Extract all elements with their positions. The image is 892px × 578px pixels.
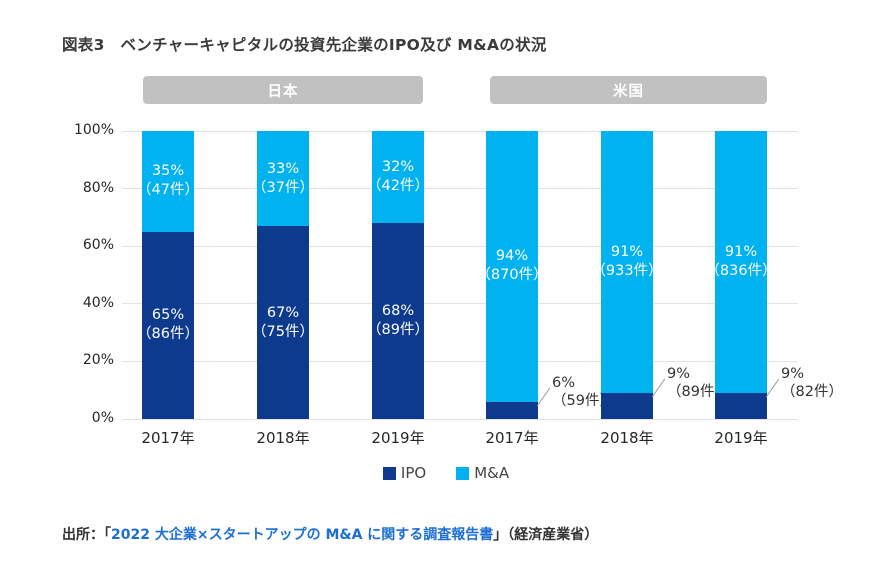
bar-label-mna: 94% （870件） bbox=[476, 248, 548, 284]
bar-label-mna: 32% （42件） bbox=[367, 159, 429, 195]
group-header-japan: 日本 bbox=[143, 76, 423, 104]
gridline bbox=[122, 303, 798, 305]
legend: IPO M&A bbox=[0, 464, 892, 482]
gridline bbox=[122, 130, 798, 132]
bar-label-ipo: 67% （75件） bbox=[252, 304, 314, 340]
bar-label-mna: 35% （47件） bbox=[137, 163, 199, 199]
bar-segment-mna bbox=[257, 131, 309, 227]
bar-label-ipo-outside: 6% （59件） bbox=[552, 374, 614, 409]
x-axis-tick-label: 2019年 bbox=[714, 429, 768, 447]
legend-item-ipo: IPO bbox=[382, 464, 427, 482]
legend-label-ipo: IPO bbox=[400, 464, 427, 482]
y-axis-tick-label: 40% bbox=[82, 294, 114, 311]
leader-line bbox=[765, 378, 780, 398]
gridline bbox=[122, 245, 798, 247]
leader-line bbox=[536, 387, 551, 407]
source-line: 出所：「2022 大企業×スタートアップの M&A に関する調査報告書」（経済産… bbox=[62, 524, 598, 544]
x-axis-tick-label: 2019年 bbox=[371, 429, 425, 447]
group-header-japan-label: 日本 bbox=[267, 83, 299, 100]
bar-label-ipo: 68% （89件） bbox=[367, 303, 429, 339]
bar-segment-mna bbox=[715, 131, 767, 394]
mna-legend-swatch-icon bbox=[456, 466, 470, 480]
group-header-usa: 米国 bbox=[490, 76, 767, 104]
group-header-usa-label: 米国 bbox=[613, 83, 644, 100]
x-axis-tick-label: 2017年 bbox=[485, 429, 539, 447]
legend-label-mna: M&A bbox=[474, 464, 510, 482]
bar-segment-ipo bbox=[142, 231, 194, 419]
x-axis-tick-label: 2018年 bbox=[600, 429, 654, 447]
x-axis-tick-label: 2018年 bbox=[256, 429, 310, 447]
bar-segment-ipo bbox=[715, 393, 767, 419]
bar-label-mna: 91% （836件） bbox=[705, 244, 777, 280]
legend-item-mna: M&A bbox=[456, 464, 509, 482]
bar-segment-ipo bbox=[486, 401, 538, 419]
bar-label-ipo-outside: 9% （89件） bbox=[667, 366, 729, 401]
bar-segment-mna bbox=[486, 131, 538, 402]
y-axis-tick-label: 0% bbox=[91, 410, 114, 426]
ipo-legend-swatch-icon bbox=[382, 466, 396, 480]
gridline bbox=[122, 188, 798, 190]
leader-line bbox=[651, 378, 666, 398]
bar-segment-ipo bbox=[601, 393, 653, 419]
gridline bbox=[122, 360, 798, 362]
bar-label-mna: 33% （37件） bbox=[252, 160, 314, 196]
bar-label-mna: 91% （933件） bbox=[591, 244, 663, 280]
bar-label-ipo: 65% （86件） bbox=[137, 307, 199, 343]
bar-segment-ipo bbox=[257, 226, 309, 419]
source-link[interactable]: 2022 大企業×スタートアップの M&A に関する調査報告書 bbox=[111, 527, 494, 543]
y-axis-tick-label: 100% bbox=[73, 122, 114, 138]
bar-segment-mna bbox=[372, 131, 424, 224]
gridline bbox=[122, 418, 798, 420]
figure-title: 図表3 ベンチャーキャピタルの投資先企業のIPO及び M&Aの状況 bbox=[62, 36, 547, 54]
x-axis-tick-label: 2017年 bbox=[141, 429, 195, 447]
bar-segment-mna bbox=[601, 131, 653, 394]
y-axis-tick-label: 80% bbox=[82, 179, 114, 196]
bar-segment-mna bbox=[142, 131, 194, 232]
y-axis-tick-label: 20% bbox=[82, 352, 114, 369]
source-prefix: 出所：「 bbox=[62, 527, 111, 543]
bar-segment-ipo bbox=[372, 223, 424, 419]
bar-label-ipo-outside: 9% （82件） bbox=[781, 366, 843, 401]
source-suffix: 」（経済産業省） bbox=[493, 527, 599, 543]
y-axis-tick-label: 60% bbox=[82, 237, 114, 254]
